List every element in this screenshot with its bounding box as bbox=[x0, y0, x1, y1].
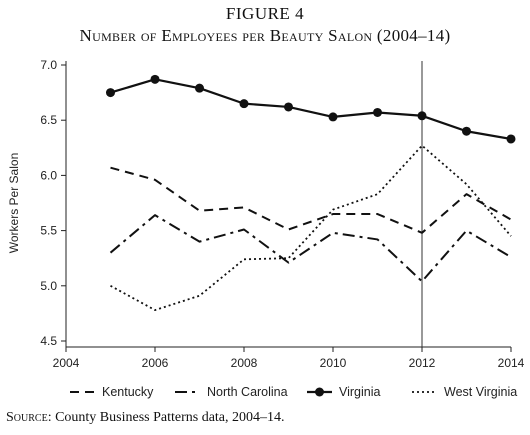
y-tick-label: 4.5 bbox=[40, 334, 57, 348]
legend-label: Virginia bbox=[339, 385, 381, 399]
data-point-virginia bbox=[417, 111, 427, 121]
x-tick-label: 2008 bbox=[231, 356, 258, 370]
data-point-virginia bbox=[106, 88, 115, 98]
source-prefix: Source bbox=[6, 410, 48, 425]
series-line-west-virginia bbox=[110, 144, 512, 311]
figure-label: FIGURE 4 bbox=[225, 4, 305, 23]
data-point-virginia bbox=[462, 126, 471, 136]
y-tick-label: 6.5 bbox=[40, 113, 57, 127]
data-point-virginia bbox=[328, 112, 338, 122]
legend-label: Kentucky bbox=[102, 385, 154, 399]
chart-title: Number of Employees per Beauty Salon (20… bbox=[79, 26, 451, 45]
data-point-virginia bbox=[506, 134, 516, 144]
source-text: : County Business Patterns data, 2004–14… bbox=[47, 410, 285, 425]
y-tick-label: 7.0 bbox=[40, 58, 57, 72]
data-point-virginia bbox=[150, 74, 160, 84]
source-note: Source: County Business Patterns data, 2… bbox=[6, 410, 285, 426]
legend-marker bbox=[315, 387, 324, 397]
series-line-north-carolina bbox=[109, 214, 512, 283]
x-tick-label: 2006 bbox=[142, 356, 169, 370]
y-axis-label: Workers Per Salon bbox=[7, 153, 21, 253]
y-tick-label: 5.5 bbox=[40, 224, 57, 238]
y-tick-label: 6.0 bbox=[40, 168, 57, 182]
legend-label: North Carolina bbox=[207, 385, 288, 399]
data-point-virginia bbox=[284, 102, 293, 112]
y-tick-label: 5.0 bbox=[40, 279, 57, 293]
series-line-kentucky bbox=[110, 166, 512, 234]
x-tick-label: 2014 bbox=[498, 356, 525, 370]
x-tick-label: 2012 bbox=[409, 356, 436, 370]
data-point-virginia bbox=[195, 83, 204, 93]
data-point-virginia bbox=[239, 99, 249, 109]
data-point-virginia bbox=[373, 107, 382, 117]
x-tick-label: 2010 bbox=[320, 356, 347, 370]
series-line-virginia bbox=[110, 78, 512, 141]
legend-label: West Virginia bbox=[444, 385, 517, 399]
x-tick-label: 2004 bbox=[53, 356, 80, 370]
